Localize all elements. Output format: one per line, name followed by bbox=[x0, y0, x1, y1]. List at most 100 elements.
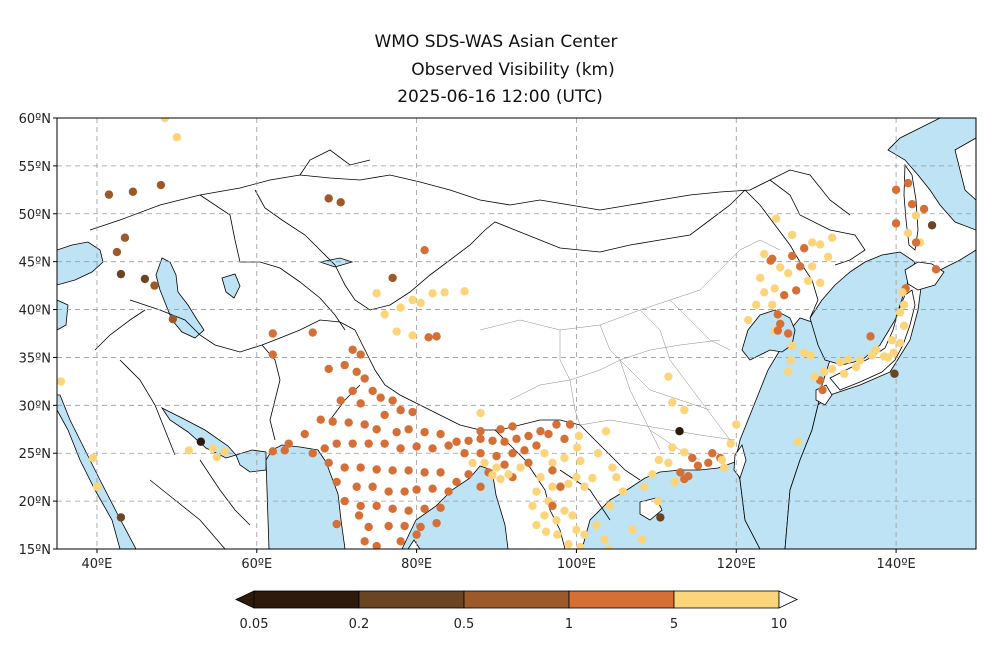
station-marker bbox=[780, 290, 789, 300]
station-marker bbox=[372, 541, 381, 549]
station-marker bbox=[492, 451, 501, 461]
station-marker bbox=[540, 449, 549, 458]
station-marker bbox=[396, 537, 405, 546]
station-marker bbox=[903, 178, 913, 188]
colorbar-label: 1 bbox=[565, 617, 573, 632]
station-marker bbox=[524, 458, 533, 467]
station-marker bbox=[572, 525, 581, 535]
station-marker bbox=[300, 429, 309, 439]
station-marker bbox=[356, 399, 365, 408]
station-marker bbox=[891, 219, 901, 228]
station-marker bbox=[480, 458, 489, 467]
station-marker bbox=[760, 288, 769, 297]
station-marker bbox=[508, 449, 517, 458]
station-marker bbox=[911, 211, 921, 220]
station-marker bbox=[899, 300, 909, 309]
station-marker bbox=[500, 460, 509, 469]
station-marker bbox=[160, 118, 170, 123]
station-marker bbox=[732, 420, 741, 429]
station-marker bbox=[891, 185, 901, 195]
station-marker bbox=[911, 238, 921, 247]
station-marker bbox=[807, 238, 817, 247]
station-marker bbox=[618, 487, 627, 496]
station-marker bbox=[360, 420, 369, 429]
station-marker bbox=[208, 444, 218, 453]
station-marker bbox=[756, 273, 765, 283]
station-marker bbox=[344, 418, 353, 427]
station-marker bbox=[788, 251, 797, 261]
station-marker bbox=[496, 425, 505, 434]
colorbar-label: 10 bbox=[771, 617, 788, 632]
station-marker bbox=[352, 367, 361, 377]
station-marker bbox=[268, 350, 277, 359]
station-marker bbox=[799, 244, 809, 253]
station-marker bbox=[927, 221, 937, 230]
station-marker bbox=[464, 436, 473, 445]
station-marker bbox=[883, 353, 893, 362]
station-marker bbox=[784, 268, 793, 278]
station-marker bbox=[336, 396, 345, 405]
station-marker bbox=[332, 477, 341, 487]
station-marker bbox=[770, 284, 779, 293]
station-marker bbox=[360, 537, 369, 546]
station-marker bbox=[560, 506, 569, 515]
station-marker bbox=[573, 443, 582, 452]
station-marker bbox=[336, 198, 345, 207]
station-marker bbox=[408, 295, 417, 305]
station-marker bbox=[556, 482, 565, 491]
station-marker bbox=[668, 443, 677, 452]
station-marker bbox=[420, 468, 429, 477]
station-marker bbox=[664, 372, 673, 381]
station-marker bbox=[428, 484, 437, 493]
station-marker bbox=[476, 449, 485, 458]
station-marker bbox=[92, 482, 102, 491]
station-marker bbox=[668, 398, 677, 407]
station-marker bbox=[508, 422, 517, 431]
station-marker bbox=[320, 444, 329, 453]
station-marker bbox=[835, 358, 845, 367]
station-marker bbox=[400, 487, 409, 496]
station-marker bbox=[704, 458, 713, 467]
station-marker bbox=[412, 485, 421, 494]
lat-tick-label: 25ºN bbox=[19, 447, 51, 462]
station-marker bbox=[128, 187, 138, 196]
station-marker bbox=[580, 482, 589, 491]
station-marker bbox=[388, 504, 397, 513]
station-marker bbox=[574, 431, 584, 441]
station-marker bbox=[308, 449, 317, 458]
colorbar-segment bbox=[673, 590, 780, 609]
station-marker bbox=[532, 487, 541, 496]
lat-tick-label: 15ºN bbox=[19, 543, 51, 558]
red-sea bbox=[57, 394, 137, 549]
station-marker bbox=[332, 519, 341, 529]
station-marker bbox=[348, 386, 357, 396]
station-marker bbox=[332, 439, 341, 448]
station-marker bbox=[608, 463, 617, 472]
station-marker bbox=[428, 289, 437, 298]
station-marker bbox=[280, 446, 289, 455]
station-marker bbox=[460, 449, 469, 458]
station-layer bbox=[57, 118, 941, 549]
station-marker bbox=[396, 303, 405, 312]
station-marker bbox=[564, 540, 573, 549]
station-marker bbox=[476, 482, 485, 491]
station-marker bbox=[388, 466, 397, 475]
station-marker bbox=[396, 405, 405, 415]
station-marker bbox=[368, 386, 377, 396]
station-marker bbox=[895, 338, 905, 348]
station-marker bbox=[412, 530, 421, 539]
station-marker bbox=[340, 360, 349, 370]
station-marker bbox=[768, 300, 777, 309]
station-marker bbox=[392, 427, 401, 437]
station-marker bbox=[380, 310, 389, 319]
sea-of-okhotsk bbox=[887, 118, 976, 231]
lon-tick-label: 100ºE bbox=[557, 557, 596, 572]
station-marker bbox=[588, 473, 597, 483]
station-marker bbox=[420, 427, 429, 437]
station-marker bbox=[376, 393, 385, 402]
station-marker bbox=[432, 332, 441, 341]
station-marker bbox=[364, 439, 373, 448]
station-marker bbox=[172, 132, 182, 142]
lon-tick-label: 40ºE bbox=[82, 557, 113, 572]
station-marker bbox=[693, 461, 703, 470]
